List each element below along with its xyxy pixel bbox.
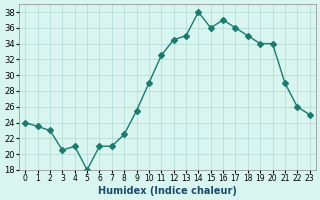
X-axis label: Humidex (Indice chaleur): Humidex (Indice chaleur)	[98, 186, 237, 196]
